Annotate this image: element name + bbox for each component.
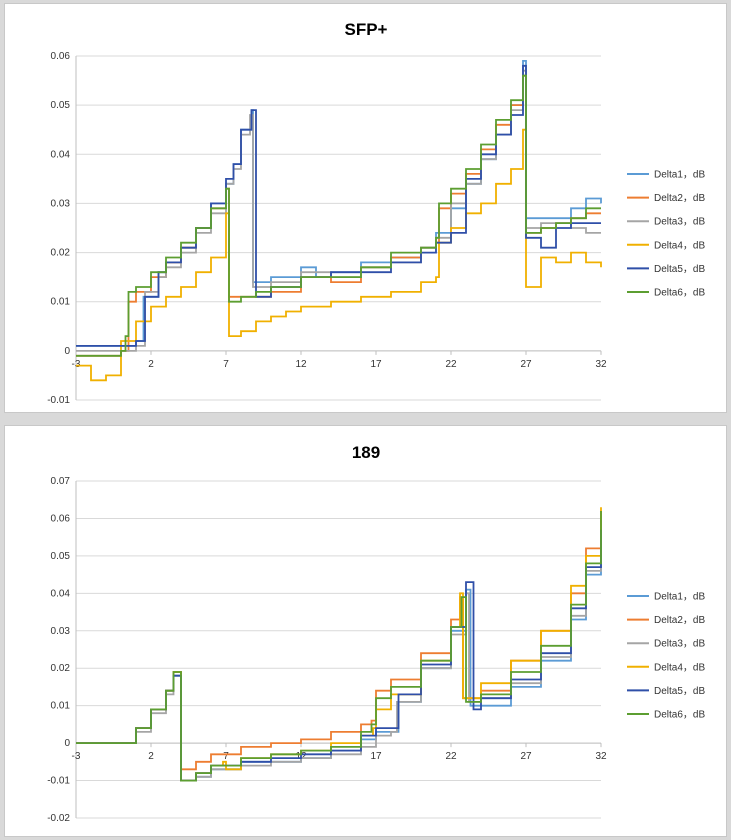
chart2-legend-label: Delta2，dB [654, 615, 705, 626]
chart2-y-tick-label: -0.02 [47, 813, 70, 824]
chart-189: 189 -0.02 -0.01 0 0.01 0.02 0.03 0.04 0.05 0.06 0.… [47, 443, 705, 824]
chart2-legend-label: Delta1，dB [654, 592, 705, 603]
chart1-legend-label: Delta6，dB [654, 288, 705, 299]
chart1-series-line-delta6 [76, 74, 601, 357]
chart1-series-line-delta4 [76, 128, 602, 382]
chart2-y-tick-label: 0.07 [51, 476, 71, 487]
chart2-legend-label: Delta4，dB [654, 662, 705, 673]
chart-panel-189: 189 -0.02 -0.01 0 0.01 0.02 0.03 0.04 0.05 0.06 0.… [4, 425, 727, 837]
chart2-y-tick-label: 0.02 [51, 663, 71, 674]
chart1-x-tick-label: 27 [520, 359, 532, 370]
chart1-legend-label: Delta2，dB [654, 193, 705, 204]
chart2-legend-label: Delta6，dB [654, 710, 705, 721]
chart1-x-tick-label: 12 [295, 359, 307, 370]
chart1-y-tick-label: 0 [64, 346, 70, 357]
chart2-y-tick-label: 0.05 [51, 551, 71, 562]
chart2-series-line-delta2 [76, 511, 602, 771]
chart2-x-tick-label: 22 [445, 751, 457, 762]
chart1-x-tick-label: 2 [148, 359, 154, 370]
chart1-y-tick-label: 0.04 [51, 149, 71, 160]
chart1-title: SFP+ [345, 20, 388, 39]
chart1-legend-label: Delta5，dB [654, 264, 705, 275]
chart1-y-tick-label: 0.05 [51, 100, 71, 111]
chart2-y-tick-label: 0 [64, 738, 70, 749]
chart2-x-tick-label: 32 [595, 751, 607, 762]
chart2-x-tick-label: 27 [520, 751, 532, 762]
chart1-legend-label: Delta3，dB [654, 217, 705, 228]
chart2-x-tick-label: 7 [223, 751, 229, 762]
chart2-title: 189 [352, 443, 380, 462]
chart1-y-tick-label: 0.03 [51, 198, 71, 209]
chart1-y-tick-label: 0.06 [51, 51, 71, 62]
chart1-legend-label: Delta4，dB [654, 240, 705, 251]
chart1-x-tick-label: 32 [595, 359, 607, 370]
chart1-y-tick-label: 0.01 [51, 297, 71, 308]
chart2-y-tick-label: 0.01 [51, 701, 71, 712]
chart1-series-line-delta2 [76, 74, 601, 357]
chart2-y-tick-label: 0.03 [51, 626, 71, 637]
chart2-y-tick-label: 0.06 [51, 513, 71, 524]
chart2-x-tick-label: 17 [370, 751, 382, 762]
chart2-legend-label: Delta3，dB [654, 639, 705, 650]
chart1-y-tick-label: -0.01 [47, 395, 70, 406]
chart2-y-tick-label: 0.04 [51, 588, 71, 599]
chart1-x-tick-label: -3 [72, 359, 81, 370]
chart2-series-line-delta4 [76, 507, 602, 782]
chart2-x-tick-label: -3 [72, 751, 81, 762]
chart1-x-tick-label: 17 [370, 359, 382, 370]
chart1-x-tick-label: 22 [445, 359, 457, 370]
chart1-legend-label: Delta1，dB [654, 170, 705, 181]
chart-panel-sfp: SFP+ -0.01 0 0.01 0.02 0.03 0.04 0.05 0.06 -3 2 7 12… [4, 3, 727, 413]
chart2-y-tick-label: -0.01 [47, 776, 70, 787]
chart2-series-line-delta6 [76, 511, 602, 782]
chart2-legend-label: Delta5，dB [654, 686, 705, 697]
chart1-series-line-delta5 [76, 64, 601, 347]
chart2-x-tick-label: 2 [148, 751, 154, 762]
chart1-x-tick-label: 7 [223, 359, 229, 370]
chart1-y-tick-label: 0.02 [51, 248, 71, 259]
